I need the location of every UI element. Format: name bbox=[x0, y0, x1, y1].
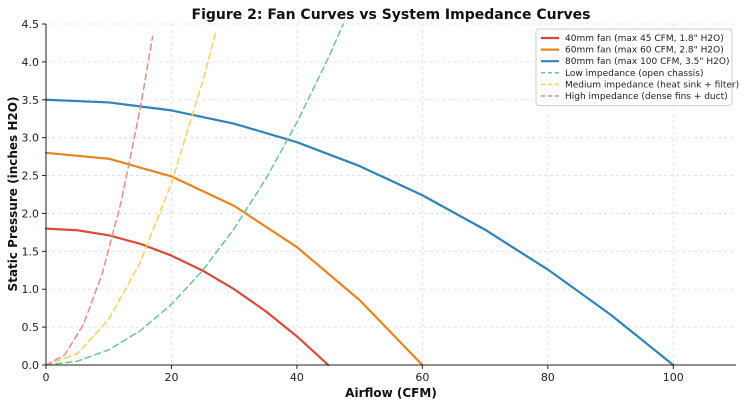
series-line-2 bbox=[44, 98, 675, 367]
legend: 40mm fan (max 45 CFM, 1.8" H2O) 60mm fan … bbox=[535, 28, 739, 107]
y-tick-label-0: 0.0 bbox=[22, 359, 40, 372]
series-line-0 bbox=[44, 227, 330, 367]
legend-label-3: Low impedance (open chassis) bbox=[565, 69, 703, 79]
y-tick-label-1: 0.5 bbox=[22, 321, 40, 334]
y-tick-label-2: 1.0 bbox=[22, 283, 40, 296]
y-tick-label-8: 4.0 bbox=[22, 56, 40, 69]
y-tick-label-4: 2.0 bbox=[22, 207, 40, 220]
series-line-1 bbox=[44, 151, 424, 367]
y-axis-label: Static Pressure (inches H2O) bbox=[6, 97, 20, 292]
x-tick-label-2: 40 bbox=[290, 371, 304, 384]
series-line-4 bbox=[45, 33, 217, 366]
legend-label-0: 40mm fan (max 45 CFM, 1.8" H2O) bbox=[565, 34, 724, 44]
x-tick-label-0: 0 bbox=[43, 371, 50, 384]
legend-label-1: 60mm fan (max 60 CFM, 2.8" H2O) bbox=[565, 46, 724, 56]
x-tick-label-1: 20 bbox=[164, 371, 178, 384]
legend-label-4: Medium impedance (heat sink + filter) bbox=[565, 80, 739, 90]
legend-box bbox=[535, 28, 733, 107]
x-tick-label-3: 60 bbox=[415, 371, 429, 384]
series-line-5 bbox=[45, 35, 154, 366]
y-tick-label-7: 3.5 bbox=[22, 94, 40, 107]
x-axis-label: Airflow (CFM) bbox=[345, 386, 437, 400]
y-tick-label-6: 3.0 bbox=[22, 132, 40, 145]
x-tick-label-5: 100 bbox=[663, 371, 684, 384]
y-tick-label-3: 1.5 bbox=[22, 245, 40, 258]
x-tick-label-4: 80 bbox=[541, 371, 555, 384]
legend-label-2: 80mm fan (max 100 CFM, 3.5" H2O) bbox=[565, 57, 729, 67]
y-tick-label-5: 2.5 bbox=[22, 170, 40, 183]
series-layer bbox=[44, 23, 675, 367]
axes bbox=[45, 24, 736, 366]
legend-label-5: High impedance (dense fins + duct) bbox=[565, 92, 728, 102]
chart-title: Figure 2: Fan Curves vs System Impedance… bbox=[192, 7, 591, 23]
series-line-3 bbox=[45, 23, 345, 366]
y-tick-label-9: 4.5 bbox=[22, 18, 40, 31]
tick-labels: 0 20 40 60 80 100 0.0 0.5 1.0 1.5 2.0 2.5 3.0 3.5 4.0 4… bbox=[22, 18, 684, 384]
